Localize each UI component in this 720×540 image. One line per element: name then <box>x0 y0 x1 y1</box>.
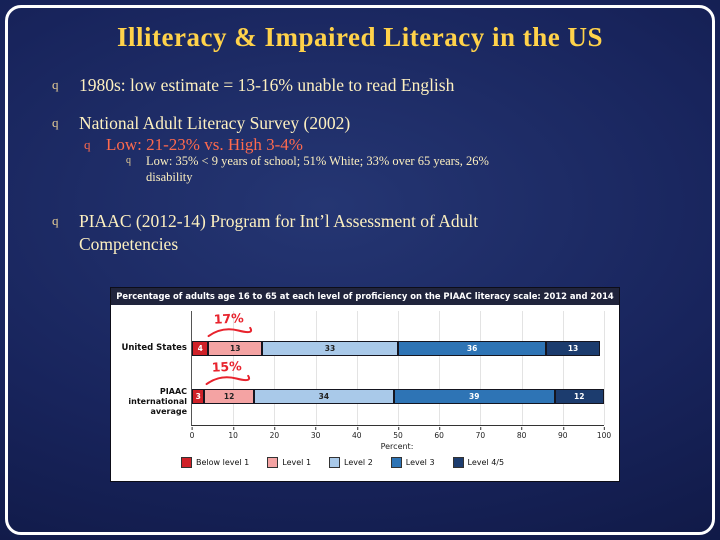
annotation-us-17: 17% <box>205 309 253 337</box>
legend-label: Below level 1 <box>196 457 250 467</box>
x-axis-label: Percent: <box>380 441 414 451</box>
row-label-line: international average <box>128 396 187 417</box>
bar-segment: 13 <box>208 340 263 356</box>
bar-segment: 34 <box>253 388 394 404</box>
stacked-bar-intl-average: 3 12 34 39 12 <box>192 388 604 404</box>
chart-title: Percentage of adults age 16 to 65 at eac… <box>111 288 619 305</box>
bullet-line: Low: 21-23% vs. High 3-4% <box>106 135 303 154</box>
x-tick-label: 90 <box>558 426 568 440</box>
x-tick-label: 100 <box>596 426 612 440</box>
bullet-text: Low: 35% < 9 years of school; 51% White;… <box>146 153 489 186</box>
row-label-united-states: United States <box>113 343 187 354</box>
bar-segment: 33 <box>262 340 398 356</box>
bullet-low-vs-high: q Low: 21-23% vs. High 3-4% <box>84 134 303 156</box>
bar-segment: 3 <box>192 388 205 404</box>
row-label-piaac-average: PIAAC international average <box>113 387 187 418</box>
x-tick-label: 40 <box>352 426 362 440</box>
legend-label: Level 1 <box>282 457 312 467</box>
row-label-line: PIAAC <box>159 386 187 396</box>
bullet-text: PIAAC (2012-14) Program for Int’l Assess… <box>79 210 478 256</box>
annotation-intl-15: 15% <box>203 357 251 385</box>
x-tick-label: 80 <box>516 426 527 440</box>
legend-swatch <box>181 456 192 468</box>
slide-title: Illiteracy & Impaired Literacy in the US <box>117 22 603 52</box>
chart-body: United States PIAAC international averag… <box>111 304 619 481</box>
bullet-marker: q <box>52 77 59 92</box>
bullet-text: 1980s: low estimate = 13-16% unable to r… <box>79 74 454 97</box>
bar-segment: 13 <box>546 340 600 356</box>
annotation-swoosh-icon <box>207 325 253 337</box>
legend-swatch <box>267 456 279 468</box>
bullet-text: Low: 21-23% vs. High 3-4% <box>106 134 303 156</box>
row-label-line: United States <box>121 342 187 353</box>
bullet-piaac: q PIAAC (2012-14) Program for Int’l Asse… <box>52 210 478 256</box>
bullet-line: disability <box>146 170 193 185</box>
bullet-nals: q National Adult Literacy Survey (2002) <box>52 112 350 135</box>
legend-label: Level 4/5 <box>467 457 505 467</box>
bullet-line: 1980s: low estimate = 13-16% unable to r… <box>79 75 455 95</box>
plot-area: 17% 15% 4 13 33 36 13 3 12 34 39 12 0 10 20 30 40 50 6… <box>190 309 612 440</box>
legend-item: Level 4/5 <box>452 456 505 468</box>
bullet-1980s: q 1980s: low estimate = 13-16% unable to… <box>52 74 454 97</box>
annotation-text: 15% <box>211 357 242 375</box>
x-tick-label: 20 <box>269 426 280 440</box>
legend-item: Below level 1 <box>181 456 250 468</box>
legend-item: Level 3 <box>390 456 435 468</box>
chart-legend: Below level 1 Level 1 Level 2 Level 3 Level … <box>181 456 505 468</box>
legend-item: Level 2 <box>329 456 373 468</box>
x-tick-label: 10 <box>228 426 238 440</box>
bullet-line: National Adult Literacy Survey (2002) <box>79 113 351 133</box>
legend-swatch <box>390 456 402 468</box>
x-tick-label: 50 <box>393 426 403 440</box>
x-ticks: 0 10 20 30 40 50 60 70 80 90 100 <box>189 426 611 440</box>
bullet-line: PIAAC (2012-14) Program for Int’l Assess… <box>79 211 479 231</box>
x-tick-label: 70 <box>475 426 486 440</box>
bullet-marker: q <box>52 115 59 130</box>
x-tick-label: 60 <box>434 426 444 440</box>
legend-label: Level 3 <box>405 457 435 467</box>
x-tick-label: 30 <box>310 426 321 440</box>
bar-segment: 36 <box>397 340 547 356</box>
legend-swatch <box>452 456 464 468</box>
bullet-text: National Adult Literacy Survey (2002) <box>79 112 350 135</box>
bullet-line: Competencies <box>79 233 179 254</box>
x-tick-label: 0 <box>189 426 195 440</box>
legend-swatch <box>329 456 341 468</box>
piaac-chart-image: Percentage of adults age 16 to 65 at eac… <box>110 287 620 482</box>
bar-segment: 4 <box>192 340 209 356</box>
bar-segment: 39 <box>393 388 555 404</box>
annotation-swoosh-icon <box>205 373 251 385</box>
annotation-text: 17% <box>213 309 244 327</box>
bullet-marker: q <box>126 155 131 166</box>
stacked-bar-united-states: 4 13 33 36 13 <box>192 340 604 356</box>
gridlines <box>192 310 605 425</box>
bullet-line: Low: 35% < 9 years of school; 51% White;… <box>146 154 489 168</box>
bar-segment: 12 <box>554 388 604 404</box>
bullet-marker: q <box>84 137 91 152</box>
bullet-marker: q <box>52 213 59 228</box>
legend-label: Level 2 <box>344 457 373 467</box>
bullet-low-detail: q Low: 35% < 9 years of school; 51% Whit… <box>126 153 489 186</box>
bar-segment: 12 <box>204 388 254 404</box>
legend-item: Level 1 <box>267 456 312 468</box>
